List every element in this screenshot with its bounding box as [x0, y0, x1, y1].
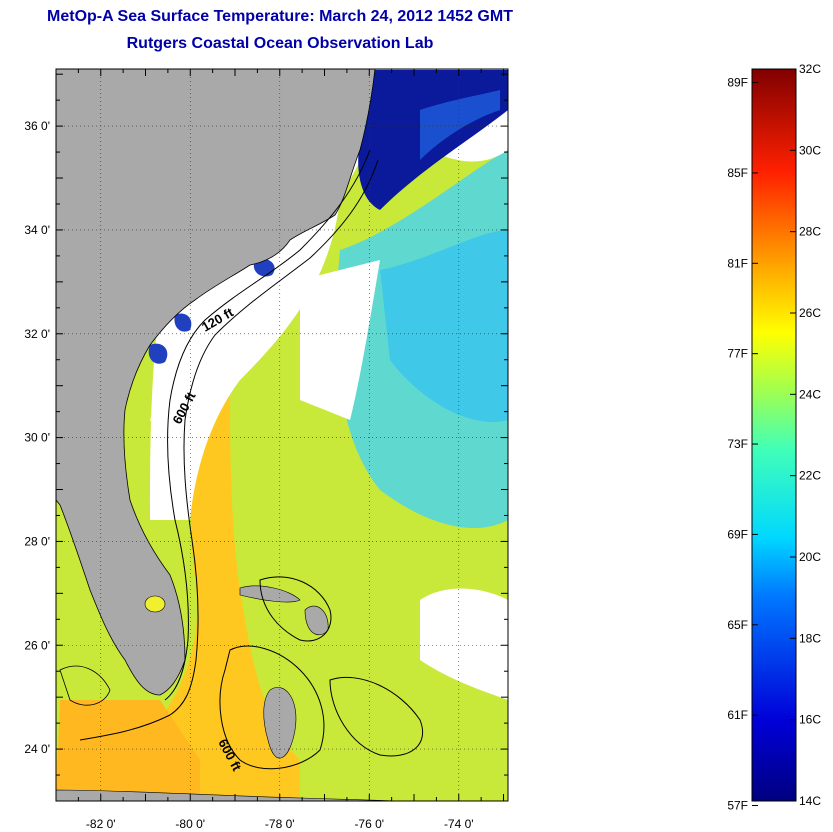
colorbar-fahrenheit-label: 57F: [727, 799, 748, 813]
contour-little-bahama-bank: [259, 576, 332, 642]
cold-water-transition: [420, 90, 500, 160]
cloud-mask-offshore: [300, 260, 380, 420]
lat-tick-label: 30 0': [24, 431, 50, 445]
map-area: 120 ft 600 ft 600 ft: [56, 69, 508, 801]
colorbar-fahrenheit-label: 73F: [727, 437, 748, 451]
colorbar-celsius-label: 20C: [799, 550, 821, 564]
colorbar-fahrenheit-label: 65F: [727, 618, 748, 632]
colorbar-fahrenheit-label: 77F: [727, 347, 748, 361]
colorbar-celsius-label: 16C: [799, 713, 821, 727]
lon-tick-label: -76 0': [354, 817, 384, 831]
lon-tick-label: -82 0': [86, 817, 116, 831]
colorbar-celsius-label: 14C: [799, 794, 821, 808]
gulf-stream-warm-band: [56, 380, 300, 801]
land-cuba: [56, 789, 401, 801]
contour-bahamas-bank: [219, 645, 325, 770]
lake-okeechobee: [144, 595, 166, 613]
map-title: MetOp-A Sea Surface Temperature: March 2…: [47, 8, 513, 25]
colorbar-fahrenheit-label: 85F: [727, 166, 748, 180]
cold-patch: [148, 343, 168, 364]
lat-tick-label: 28 0': [24, 534, 50, 548]
map-frame: [55, 68, 509, 802]
colorbar-fahrenheit-label: 89F: [727, 76, 748, 90]
colorbar-fahrenheit-labels: 89F 85F 81F 77F 73F 69F 65F 61F 57F: [727, 76, 748, 813]
lat-tick-label: 34 0': [24, 223, 50, 237]
land-grand-bahama: [239, 585, 301, 603]
colorbar-celsius-label: 32C: [799, 62, 821, 76]
latitude-tick-labels: 24 0' 26 0' 28 0' 30 0' 32 0' 34 0' 36 0': [24, 119, 50, 756]
colorbar-celsius-label: 18C: [799, 631, 821, 645]
lon-tick-label: -80 0': [175, 817, 205, 831]
colorbar-celsius-label: 28C: [799, 225, 821, 239]
contour-600ft: [79, 159, 379, 741]
lat-tick-label: 26 0': [24, 638, 50, 652]
colorbar-fahrenheit-label: 61F: [727, 708, 748, 722]
map-gridlines: [56, 69, 508, 801]
florida-straits-warm: [56, 700, 200, 801]
colorbar-ticks: [752, 68, 796, 807]
colorbar-fahrenheit-label: 69F: [727, 527, 748, 541]
offshore-cyan-core: [380, 230, 508, 422]
cold-patch: [253, 258, 275, 277]
colorbar-celsius-label: 26C: [799, 306, 821, 320]
contour-120ft: [164, 149, 371, 701]
colorbar-celsius-label: 22C: [799, 469, 821, 483]
lat-tick-label: 36 0': [24, 119, 50, 133]
map-subtitle: Rutgers Coastal Ocean Observation Lab: [126, 35, 434, 52]
lat-tick-label: 32 0': [24, 327, 50, 341]
contour-gulf: [59, 665, 111, 706]
longitude-tick-labels: -82 0' -80 0' -78 0' -76 0' -74 0': [86, 817, 474, 831]
cloud-mask-east: [420, 588, 508, 700]
land-andros: [263, 687, 297, 759]
cold-patch: [174, 313, 192, 332]
contour-exumas: [329, 676, 424, 757]
map-axis-ticks: [55, 69, 508, 802]
lon-tick-label: -74 0': [444, 817, 474, 831]
colorbar-fahrenheit-label: 81F: [727, 256, 748, 270]
colorbar-celsius-label: 24C: [799, 387, 821, 401]
colorbar-celsius-labels: 32C 30C 28C 26C 24C 22C 20C 18C 16C 14C: [799, 62, 821, 808]
colorbar-celsius-label: 30C: [799, 143, 821, 157]
lon-tick-label: -78 0': [265, 817, 295, 831]
lat-tick-label: 24 0': [24, 742, 50, 756]
colorbar: [751, 68, 797, 802]
